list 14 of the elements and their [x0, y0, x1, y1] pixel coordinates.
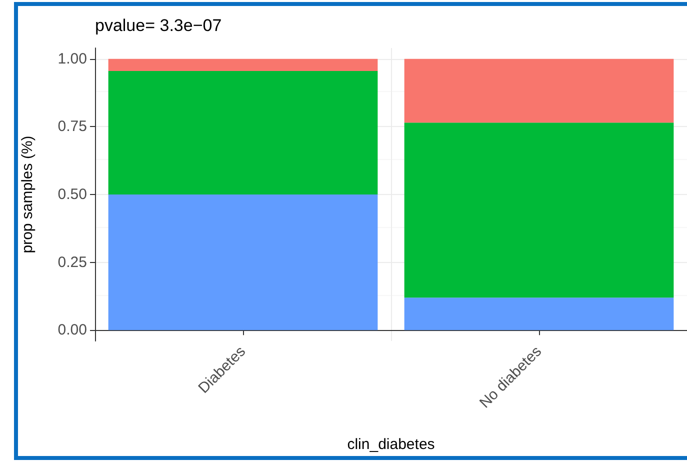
chart-title: pvalue= 3.3e−07: [95, 16, 222, 35]
x-axis-title: clin_diabetes: [347, 436, 435, 453]
y-axis-title: prop samples (%): [19, 136, 36, 254]
bar: [404, 122, 674, 298]
bar: [108, 71, 378, 194]
bar: [404, 298, 674, 330]
y-tick-label: 0.75: [58, 118, 87, 136]
y-tick-label: 1.00: [58, 50, 87, 68]
y-tick-label: 0.25: [58, 254, 87, 271]
bar: [404, 58, 674, 123]
bar: [108, 58, 378, 72]
y-tick-label: 0.50: [58, 186, 87, 203]
bar: [108, 194, 378, 330]
y-tick-label: 0.00: [58, 322, 87, 339]
